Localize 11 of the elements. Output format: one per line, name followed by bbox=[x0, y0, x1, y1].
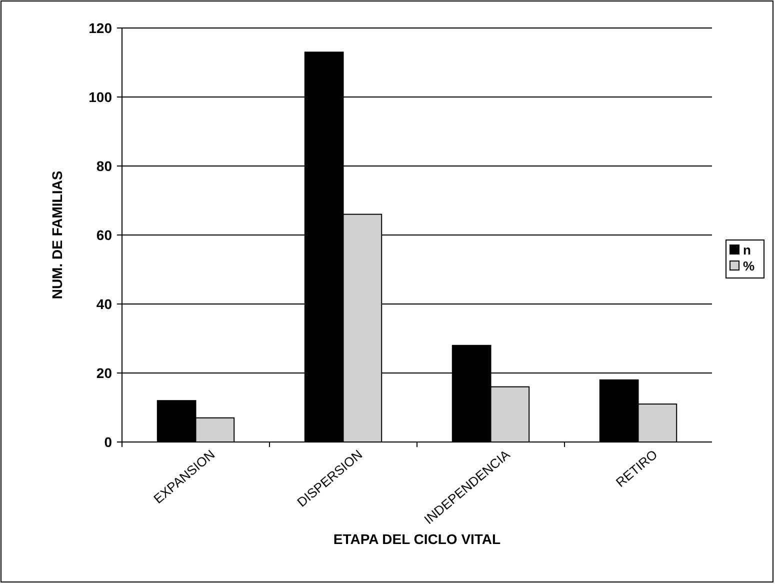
y-tick-label: 120 bbox=[88, 20, 112, 36]
legend-label: % bbox=[743, 258, 755, 274]
y-tick-label: 100 bbox=[88, 88, 112, 105]
y-tick-label: 0 bbox=[104, 434, 112, 450]
y-tick-label: 60 bbox=[96, 226, 112, 243]
y-axis-title: NUM. DE FAMILIAS bbox=[49, 170, 65, 300]
y-tick-label: 20 bbox=[96, 364, 112, 381]
legend-label: n bbox=[743, 242, 751, 258]
y-tick-label: 80 bbox=[96, 158, 112, 174]
x-axis-title: ETAPA DEL CICLO VITAL bbox=[333, 531, 502, 547]
y-tick-label: 40 bbox=[96, 296, 112, 312]
